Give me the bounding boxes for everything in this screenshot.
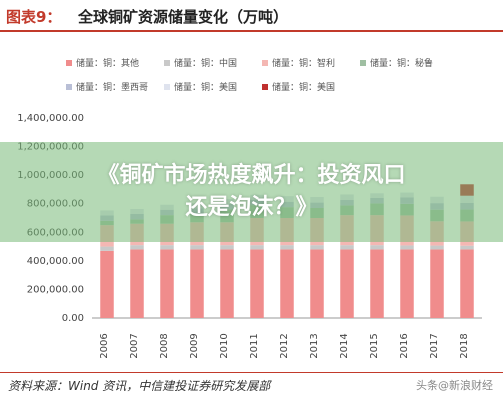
x-tick-label: 2006 — [99, 333, 110, 358]
legend-label: 储量：铜：中国 — [174, 57, 237, 69]
legend-swatch — [66, 84, 72, 90]
x-tick-label: 2016 — [399, 333, 410, 358]
bar-segment — [310, 245, 324, 250]
bar-segment — [100, 246, 114, 251]
watermark: 头条@新浪财经 — [416, 379, 493, 392]
figure-header: 图表9： 全球铜矿资源储量变化（万吨） — [0, 0, 503, 30]
overlay-headline-line2: 还是泡沫？》 — [185, 195, 318, 220]
bar-segment — [130, 249, 144, 318]
legend-swatch — [164, 60, 170, 66]
bar-segment — [460, 249, 474, 318]
bar-segment — [400, 245, 414, 250]
bar-segment — [430, 245, 444, 250]
bar-segment — [160, 245, 174, 250]
legend-swatch — [164, 84, 170, 90]
bar-segment — [430, 249, 444, 318]
x-tick-label: 2015 — [369, 333, 380, 358]
bar-segment — [370, 245, 384, 250]
bar-segment — [220, 249, 234, 318]
bar-segment — [190, 245, 204, 250]
legend-label: 储量：铜：美国 — [174, 81, 237, 93]
overlay-headline-line1: 《铜矿市场热度飙升：投资风口 — [97, 163, 406, 188]
x-tick-label: 2011 — [249, 333, 260, 358]
x-tick-label: 2008 — [159, 333, 170, 358]
legend-label: 储量：铜：智利 — [272, 57, 335, 69]
legend-label: 储量：铜：秘鲁 — [370, 57, 433, 69]
x-tick-label: 2017 — [429, 333, 440, 358]
figure-title: 全球铜矿资源储量变化（万吨） — [78, 8, 289, 26]
bar-segment — [340, 245, 354, 250]
y-tick-label: 200,000.00 — [27, 284, 84, 295]
bar-segment — [100, 250, 114, 318]
legend-swatch — [262, 84, 268, 90]
bar-segment — [160, 249, 174, 318]
legend-label: 储量：铜：其他 — [76, 57, 139, 69]
bottom-rule — [0, 372, 503, 373]
top-rule — [0, 30, 503, 32]
x-tick-label: 2010 — [219, 333, 230, 358]
legend-label: 储量：铜：墨西哥 — [76, 81, 148, 93]
x-tick-label: 2012 — [279, 333, 290, 358]
title-overlay-band — [0, 142, 503, 242]
x-tick-label: 2009 — [189, 333, 200, 358]
bar-segment — [250, 249, 264, 318]
y-tick-label: 1,400,000.00 — [17, 113, 84, 124]
overlay-headline[interactable]: 《铜矿市场热度飙升：投资风口 还是泡沫？》 — [0, 160, 503, 224]
bar-segment — [250, 245, 264, 250]
x-tick-label: 2014 — [339, 333, 350, 358]
y-tick-label: 400,000.00 — [27, 256, 84, 267]
bar-segment — [340, 249, 354, 318]
legend-swatch — [360, 60, 366, 66]
x-tick-label: 2018 — [459, 333, 470, 358]
bar-segment — [460, 245, 474, 250]
bar-segment — [280, 249, 294, 318]
bar-segment — [400, 249, 414, 318]
bar-segment — [310, 249, 324, 318]
x-tick-label: 2013 — [309, 333, 320, 358]
bar-segment — [370, 249, 384, 318]
bar-segment — [280, 245, 294, 250]
legend-swatch — [262, 60, 268, 66]
legend-label: 储量：铜：美国 — [272, 81, 335, 93]
figure-label: 图表9： — [6, 8, 62, 26]
x-tick-label: 2007 — [129, 333, 140, 358]
x-axis: 2006 2007 2008 2009 2010 2011 2012 2013 2014 2015… — [99, 333, 470, 358]
bar-segment — [130, 245, 144, 250]
bar-segment — [190, 249, 204, 318]
source-note: 资料来源：Wind 资讯，中信建投证券研究发展部 — [8, 379, 271, 393]
bar-segment — [220, 245, 234, 250]
legend-swatch — [66, 60, 72, 66]
y-tick-label: 0.00 — [62, 313, 84, 324]
